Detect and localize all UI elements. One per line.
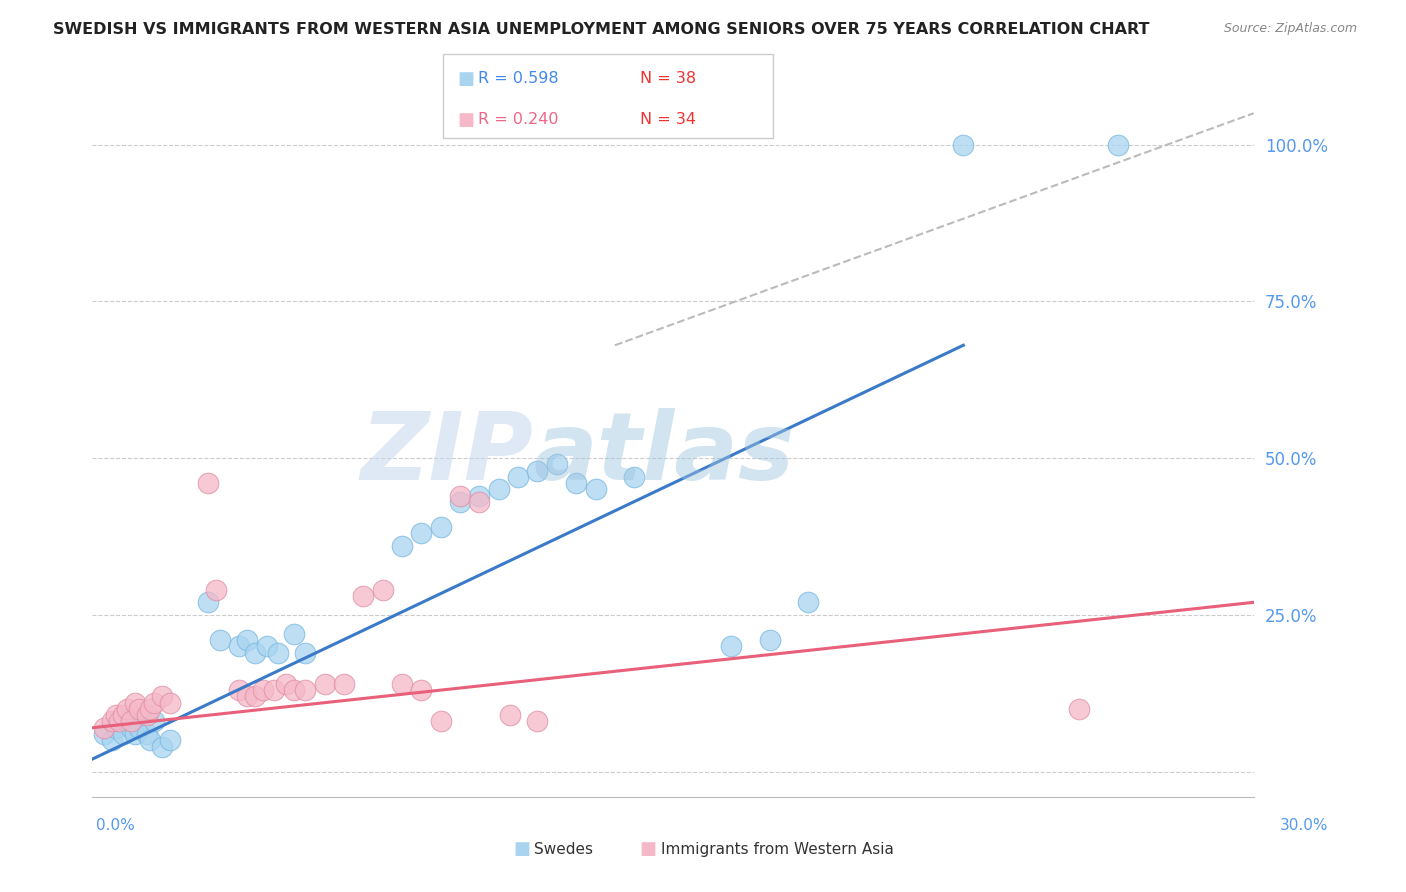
Point: [429, 520, 451, 534]
Point: [797, 595, 820, 609]
Point: [135, 727, 157, 741]
Point: [128, 702, 150, 716]
Point: [449, 489, 471, 503]
Point: [508, 470, 530, 484]
Point: [411, 683, 433, 698]
Point: [128, 721, 150, 735]
Point: [488, 483, 510, 497]
Point: [256, 639, 278, 653]
Point: [526, 464, 548, 478]
Point: [468, 495, 491, 509]
Point: [1107, 137, 1129, 152]
Point: [228, 639, 250, 653]
Text: Source: ZipAtlas.com: Source: ZipAtlas.com: [1223, 22, 1357, 36]
Point: [120, 714, 142, 729]
Point: [135, 708, 157, 723]
Point: [720, 639, 742, 653]
Text: ZIP: ZIP: [361, 408, 534, 500]
Point: [263, 683, 285, 698]
Point: [205, 582, 228, 597]
Point: [143, 696, 166, 710]
Point: [333, 677, 356, 691]
Point: [143, 714, 166, 729]
Point: [150, 690, 173, 704]
Point: [100, 714, 122, 729]
Text: N = 34: N = 34: [640, 112, 696, 128]
Point: [228, 683, 250, 698]
Text: N = 38: N = 38: [640, 71, 696, 87]
Point: [371, 582, 394, 597]
Point: [108, 714, 131, 729]
Point: [197, 476, 219, 491]
Point: [236, 632, 259, 647]
Text: R = 0.598: R = 0.598: [478, 71, 558, 87]
Point: [1069, 702, 1091, 716]
Text: ■: ■: [457, 111, 474, 128]
Text: R = 0.240: R = 0.240: [478, 112, 558, 128]
Point: [294, 646, 316, 660]
Text: atlas: atlas: [534, 408, 794, 500]
Point: [623, 470, 645, 484]
Point: [209, 632, 232, 647]
Point: [139, 733, 162, 747]
Point: [159, 696, 181, 710]
Point: [411, 526, 433, 541]
Point: [283, 683, 305, 698]
Point: [526, 714, 548, 729]
Point: [115, 702, 138, 716]
Point: [352, 589, 374, 603]
Point: [565, 476, 588, 491]
Point: [274, 677, 297, 691]
Point: [115, 714, 138, 729]
Point: [952, 137, 974, 152]
Point: [499, 708, 522, 723]
Point: [546, 458, 568, 472]
Text: ■: ■: [513, 840, 530, 858]
Point: [150, 739, 173, 754]
Point: [314, 677, 336, 691]
Point: [93, 721, 115, 735]
Text: 0.0%: 0.0%: [96, 818, 135, 832]
Text: ■: ■: [640, 840, 657, 858]
Point: [197, 595, 219, 609]
Point: [236, 690, 259, 704]
Point: [468, 489, 491, 503]
Point: [124, 696, 146, 710]
Point: [294, 683, 316, 698]
Text: Immigrants from Western Asia: Immigrants from Western Asia: [661, 842, 894, 856]
Point: [100, 733, 122, 747]
Text: ■: ■: [457, 70, 474, 88]
Text: SWEDISH VS IMMIGRANTS FROM WESTERN ASIA UNEMPLOYMENT AMONG SENIORS OVER 75 YEARS: SWEDISH VS IMMIGRANTS FROM WESTERN ASIA …: [53, 22, 1150, 37]
Point: [243, 646, 266, 660]
Point: [391, 539, 413, 553]
Point: [252, 683, 274, 698]
Point: [124, 727, 146, 741]
Point: [243, 690, 266, 704]
Point: [391, 677, 413, 691]
Point: [283, 626, 305, 640]
Point: [112, 727, 135, 741]
Point: [449, 495, 471, 509]
Point: [159, 733, 181, 747]
Point: [112, 708, 135, 723]
Point: [429, 714, 451, 729]
Point: [267, 646, 290, 660]
Point: [758, 632, 780, 647]
Point: [585, 483, 607, 497]
Text: 30.0%: 30.0%: [1281, 818, 1329, 832]
Point: [104, 721, 127, 735]
Point: [104, 708, 127, 723]
Point: [139, 702, 162, 716]
Point: [93, 727, 115, 741]
Text: Swedes: Swedes: [534, 842, 593, 856]
Point: [120, 721, 142, 735]
